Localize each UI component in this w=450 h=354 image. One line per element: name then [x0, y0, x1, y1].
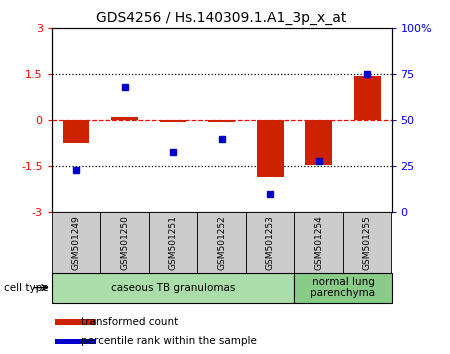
Bar	[55, 338, 96, 344]
Bar	[111, 117, 138, 120]
Text: GSM501251: GSM501251	[169, 215, 178, 270]
Bar	[52, 273, 294, 303]
Bar	[257, 120, 284, 177]
Text: GSM501250: GSM501250	[120, 215, 129, 270]
Bar	[55, 319, 96, 325]
Bar	[306, 120, 332, 165]
Text: cell type: cell type	[4, 282, 49, 293]
Bar	[343, 212, 392, 273]
Text: caseous TB granulomas: caseous TB granulomas	[111, 282, 235, 293]
Bar	[63, 120, 90, 143]
Bar	[100, 212, 149, 273]
Bar	[52, 212, 100, 273]
Bar	[198, 212, 246, 273]
Text: GSM501255: GSM501255	[363, 215, 372, 270]
Title: GDS4256 / Hs.140309.1.A1_3p_x_at: GDS4256 / Hs.140309.1.A1_3p_x_at	[96, 11, 347, 24]
Bar	[246, 212, 294, 273]
Text: GSM501254: GSM501254	[314, 215, 323, 270]
Bar	[354, 76, 381, 120]
Text: GSM501249: GSM501249	[72, 215, 81, 270]
Text: GSM501252: GSM501252	[217, 215, 226, 270]
Text: normal lung
parenchyma: normal lung parenchyma	[310, 277, 376, 298]
Text: GSM501253: GSM501253	[266, 215, 274, 270]
Bar	[149, 212, 198, 273]
Text: percentile rank within the sample: percentile rank within the sample	[81, 336, 256, 346]
Bar	[294, 273, 392, 303]
Bar	[160, 120, 186, 122]
Bar	[294, 212, 343, 273]
Bar	[208, 120, 235, 121]
Text: transformed count: transformed count	[81, 317, 178, 327]
